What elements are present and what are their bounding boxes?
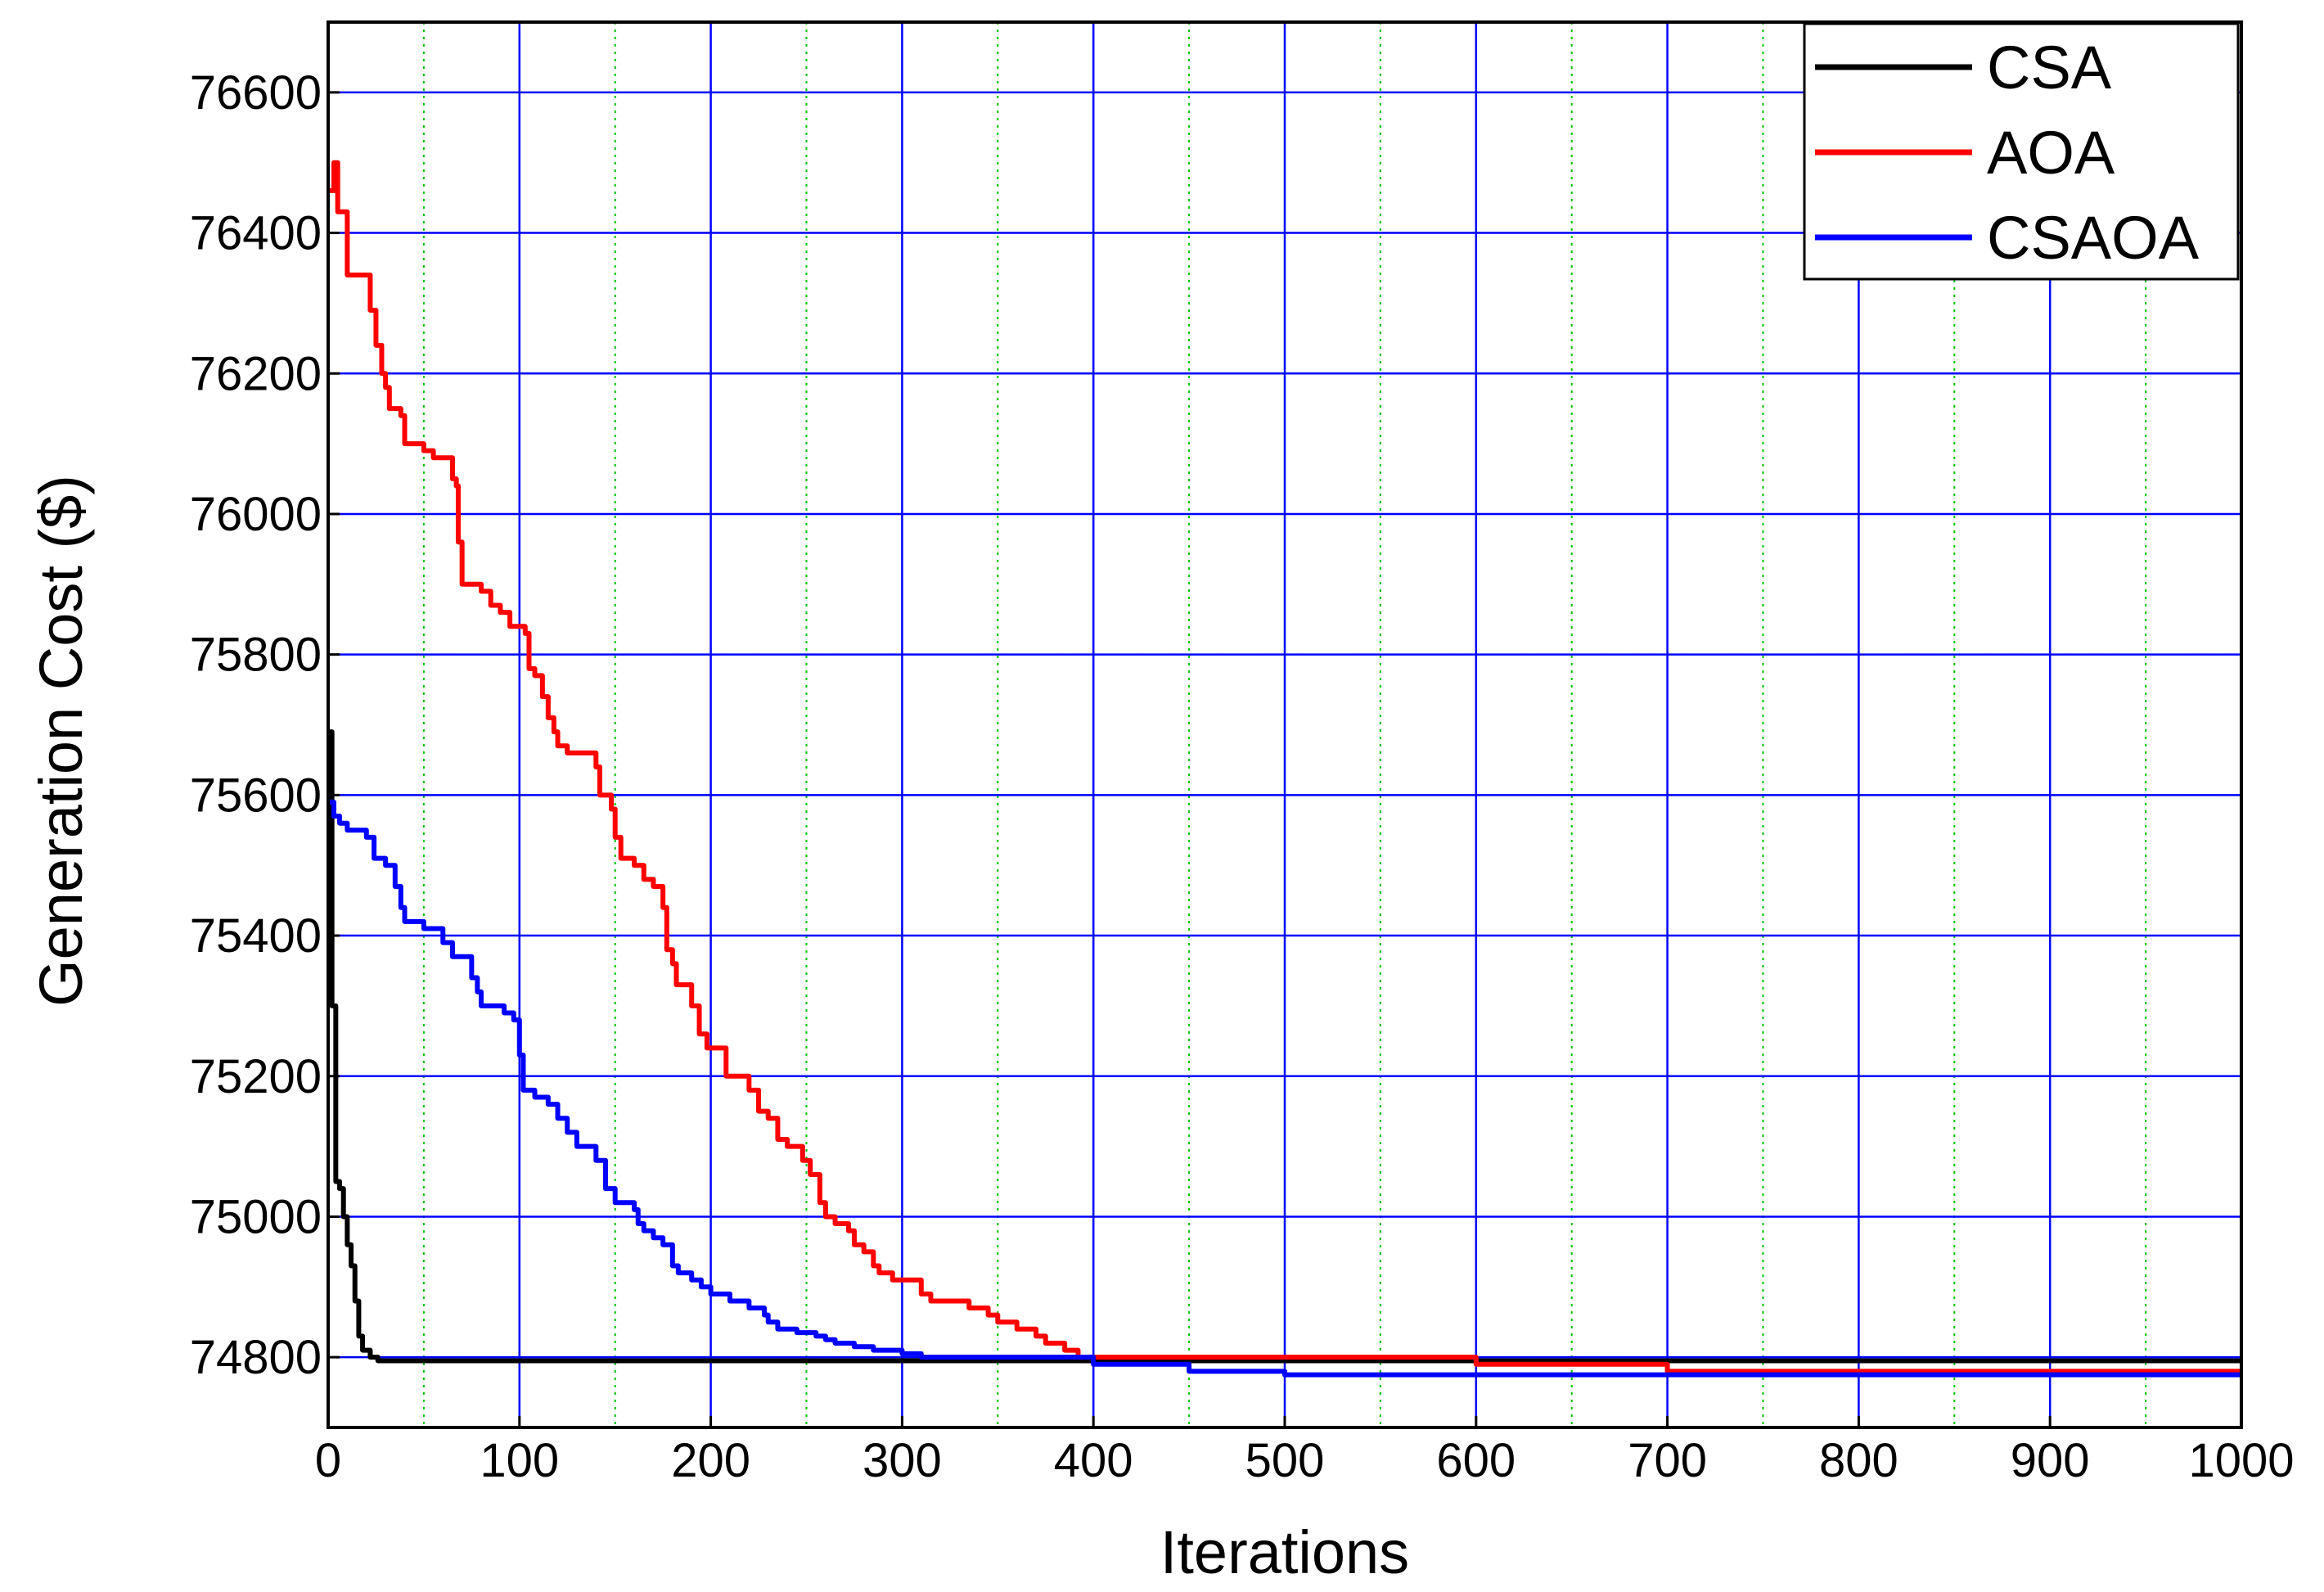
y-tick-label: 76200 bbox=[190, 347, 322, 400]
x-tick-label: 0 bbox=[315, 1434, 341, 1487]
x-tick-label: 700 bbox=[1628, 1434, 1707, 1487]
series-line-csaoa bbox=[328, 799, 2241, 1378]
legend-label-csaoa: CSAOA bbox=[1987, 204, 2200, 272]
y-tick-label: 75000 bbox=[190, 1190, 322, 1243]
y-tick-label: 76400 bbox=[190, 207, 322, 260]
x-tick-label: 200 bbox=[671, 1434, 750, 1487]
y-tick-label: 74800 bbox=[190, 1331, 322, 1384]
series-line-aoa bbox=[328, 160, 2241, 1374]
y-tick-label: 75600 bbox=[190, 769, 322, 822]
series-layer bbox=[328, 160, 2241, 1378]
series-line-csa bbox=[328, 729, 2241, 1364]
x-tick-label: 800 bbox=[1819, 1434, 1898, 1487]
x-tick-label: 400 bbox=[1054, 1434, 1133, 1487]
y-tick-label: 76600 bbox=[190, 66, 322, 120]
x-tick-label: 300 bbox=[862, 1434, 942, 1487]
x-axis-label: Iterations bbox=[1160, 1518, 1409, 1586]
legend-label-aoa: AOA bbox=[1987, 119, 2115, 187]
y-tick-label: 75400 bbox=[190, 909, 322, 963]
x-tick-label: 500 bbox=[1245, 1434, 1325, 1487]
x-axis-ticks: 0 100 200 300 400 500 600 700 800 900 1000 bbox=[315, 1416, 2295, 1487]
y-axis-ticks: 74800 75000 75200 75400 75600 75800 76000 76200… bbox=[190, 66, 340, 1384]
y-tick-label: 76000 bbox=[190, 488, 322, 541]
legend-label-csa: CSA bbox=[1987, 34, 2112, 101]
y-axis-label: Generation Cost ($) bbox=[27, 475, 95, 1007]
legend: CSA AOA CSAOA bbox=[1803, 22, 2240, 281]
x-tick-label: 100 bbox=[480, 1434, 559, 1487]
x-tick-label: 600 bbox=[1436, 1434, 1516, 1487]
y-tick-label: 75200 bbox=[190, 1050, 322, 1103]
x-tick-label: 1000 bbox=[2188, 1434, 2294, 1487]
y-tick-label: 75800 bbox=[190, 629, 322, 682]
x-tick-label: 900 bbox=[2011, 1434, 2090, 1487]
